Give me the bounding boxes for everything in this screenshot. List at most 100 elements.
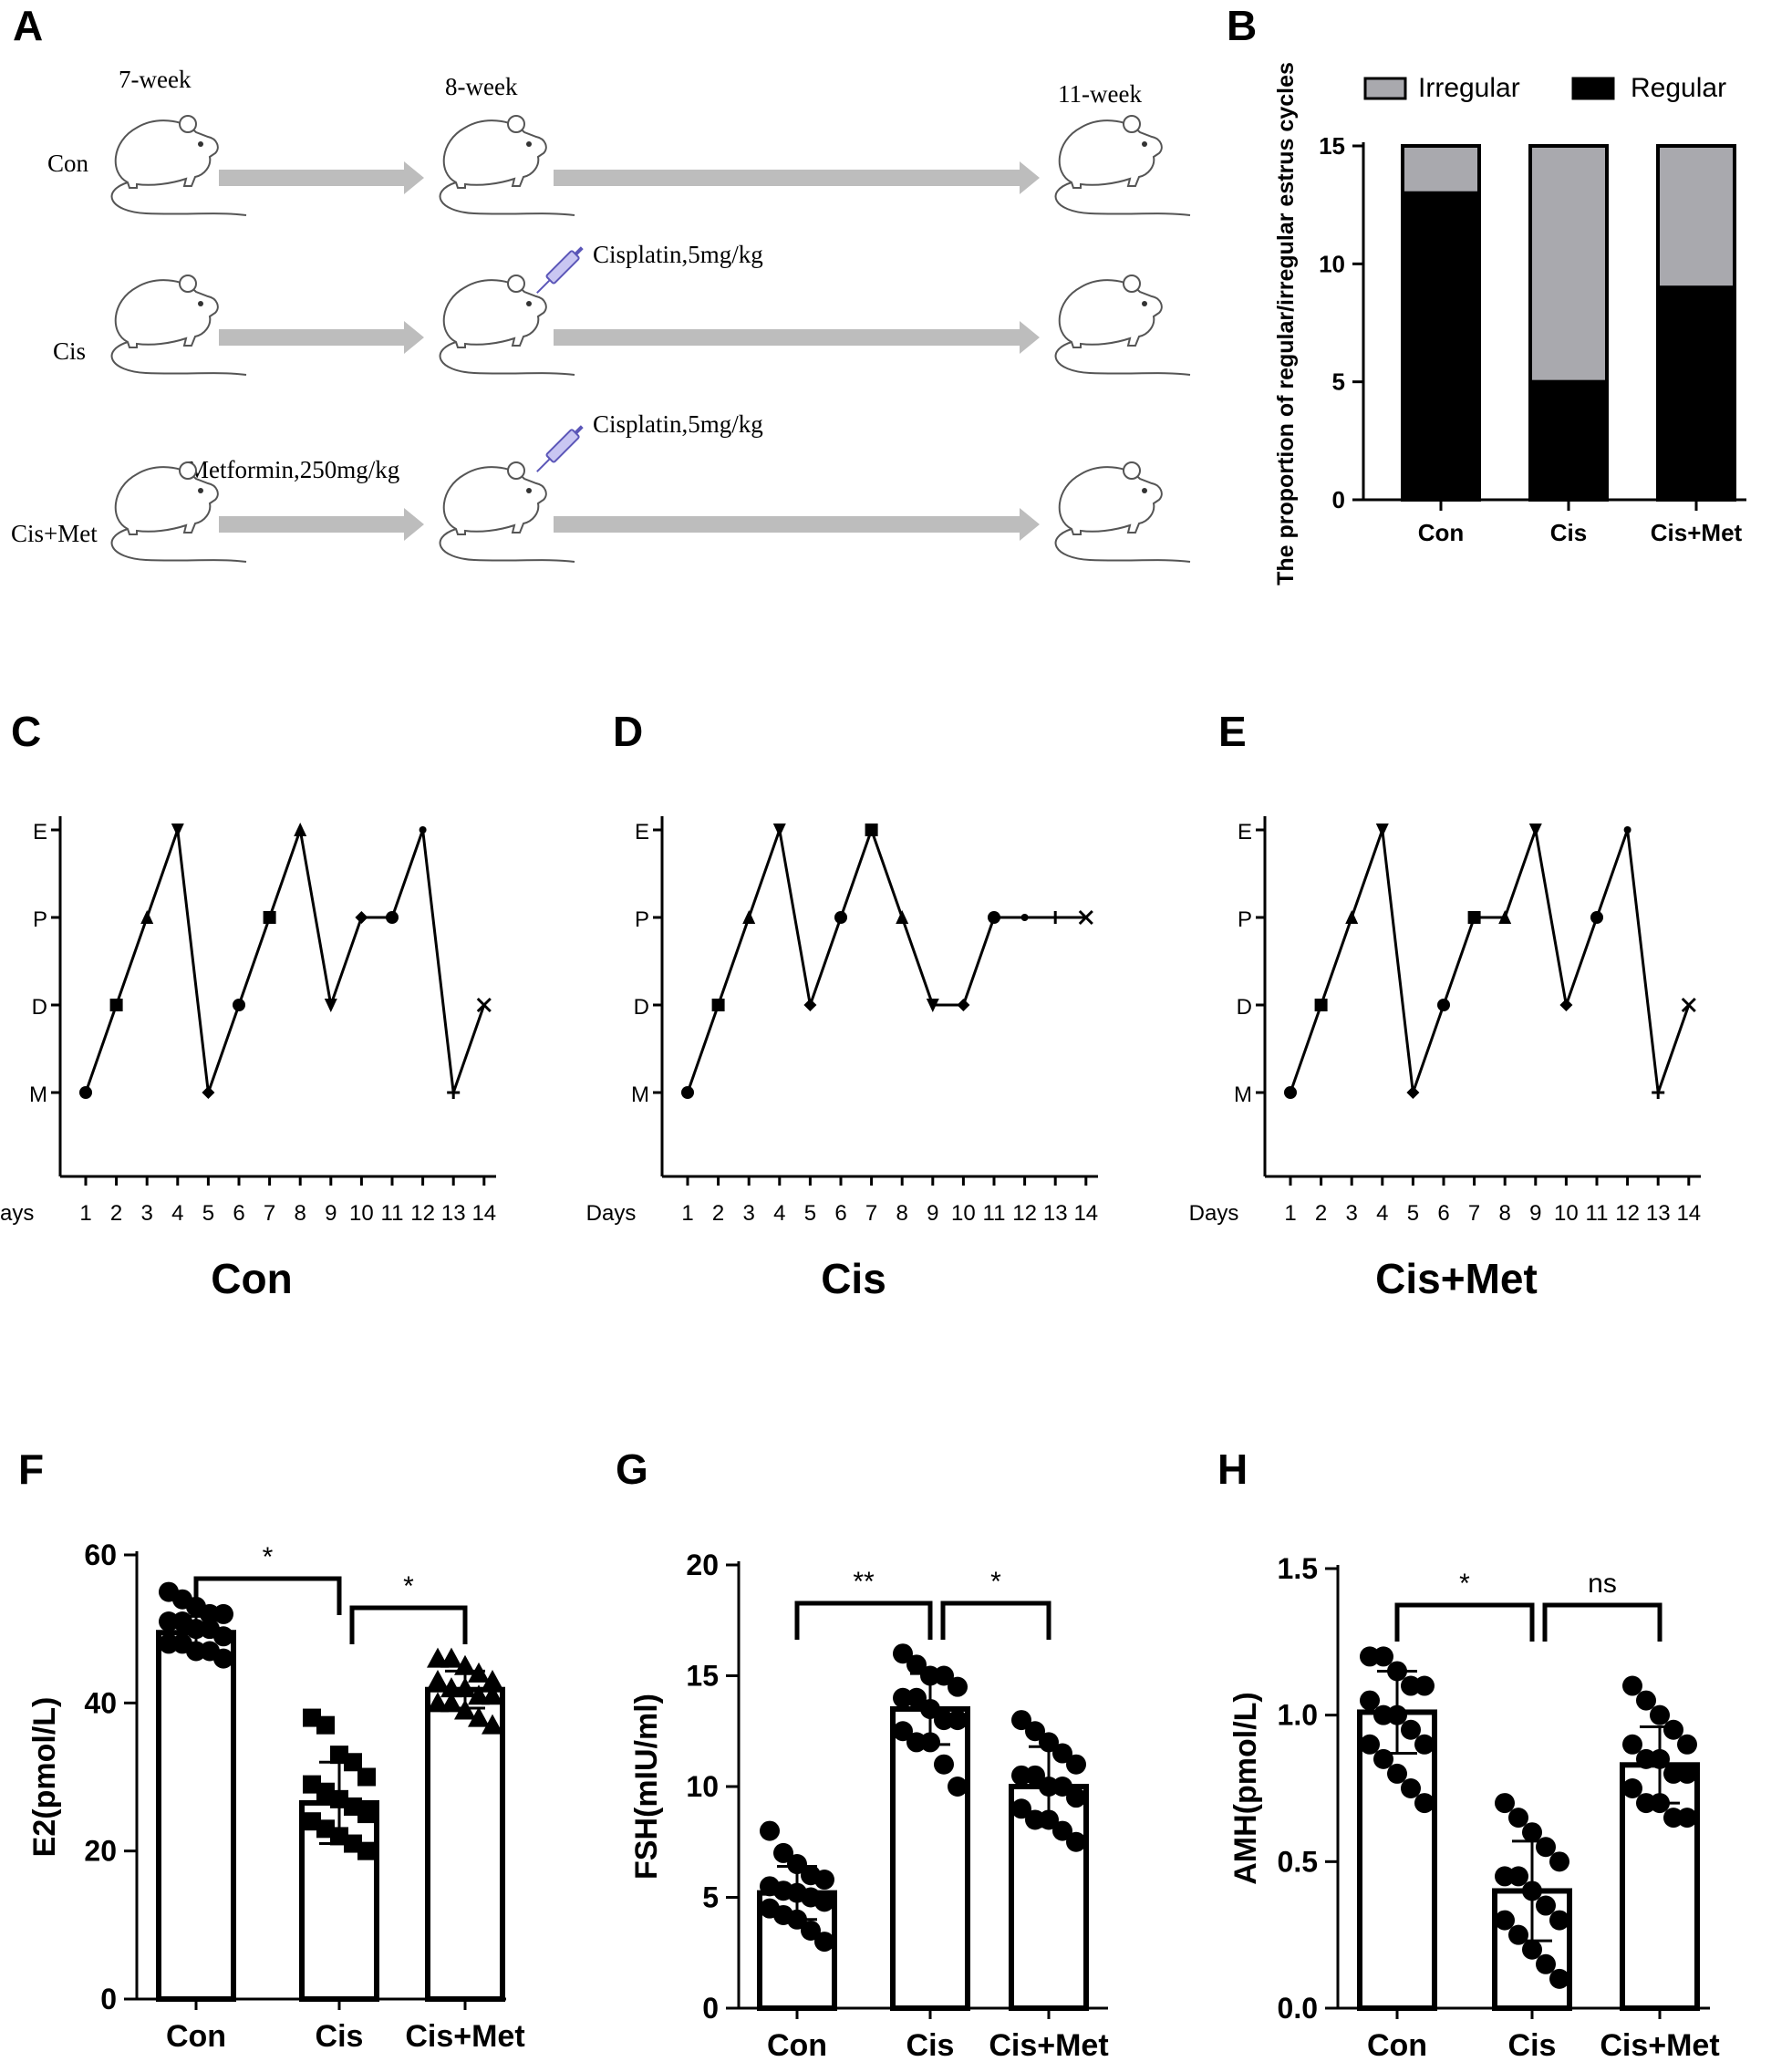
- group-label-con: Con: [47, 150, 89, 177]
- data-point: [440, 1692, 462, 1713]
- y-tick-label: 0: [702, 1992, 719, 2025]
- x-tick-label: 6: [1437, 1201, 1449, 1226]
- week-label-11: 11-week: [1058, 80, 1142, 108]
- data-point: [1360, 1690, 1380, 1711]
- marker-diamond: [957, 999, 970, 1011]
- data-point: [814, 1891, 834, 1912]
- data-point: [1536, 1837, 1556, 1858]
- bar-irregular: [1528, 144, 1609, 384]
- data-point: [482, 1714, 503, 1735]
- data-point: [906, 1687, 927, 1708]
- significance-bracket: [794, 1601, 933, 1640]
- x-tick-label: Cis+Met: [1651, 519, 1743, 546]
- data-point: [1373, 1646, 1393, 1667]
- x-tick-label: Cis+Met: [989, 2028, 1108, 2063]
- x-tick-label: 7: [1468, 1201, 1480, 1226]
- marker-circle: [1437, 999, 1450, 1011]
- data-point: [801, 1920, 821, 1941]
- significance-bracket: [1394, 1602, 1535, 1642]
- x-tick-label: 3: [1346, 1201, 1358, 1226]
- marker-circle: [1590, 911, 1603, 924]
- x-tick-label: 9: [325, 1201, 337, 1226]
- x-tick-label: Con: [1367, 2028, 1427, 2063]
- x-tick-label: 10: [1554, 1201, 1579, 1226]
- timeline-arrow: [554, 508, 1040, 541]
- data-point: [1495, 1793, 1515, 1814]
- data-point: [1677, 1808, 1697, 1829]
- marker-circle: [79, 1086, 92, 1099]
- x-tick-label: Con: [166, 2019, 226, 2054]
- data-point: [1373, 1748, 1393, 1769]
- y-tick-label: 10: [1319, 250, 1345, 277]
- bar-regular: [1401, 191, 1481, 502]
- x-tick-label: 6: [233, 1201, 244, 1226]
- y-tick-label: E: [635, 820, 649, 844]
- chart-title: Con: [211, 1255, 292, 1302]
- data-point: [454, 1677, 476, 1698]
- y-tick-label: P: [1238, 907, 1252, 932]
- marker-triangle-down: [1375, 824, 1389, 837]
- marker-triangle-down: [324, 999, 337, 1012]
- data-point: [920, 1698, 940, 1719]
- legend-label-irregular: Irregular: [1418, 73, 1520, 103]
- data-point: [1011, 1798, 1031, 1819]
- bar: [1357, 1709, 1437, 2012]
- x-tick-label: 5: [1407, 1201, 1419, 1226]
- estrus-line: [84, 824, 486, 1093]
- marker-diamond: [1559, 999, 1573, 1011]
- marker-triangle-down: [171, 824, 184, 837]
- data-point: [440, 1647, 462, 1668]
- significance-label: *: [263, 1542, 274, 1572]
- y-tick-label: P: [33, 907, 47, 932]
- panel-letter-b: B: [1227, 2, 1257, 49]
- marker-square: [1314, 999, 1328, 1011]
- x-tick-label: 1: [1284, 1201, 1296, 1226]
- timeline-arrow: [219, 321, 424, 354]
- data-point: [1636, 1690, 1656, 1711]
- marker-diamond: [202, 1086, 215, 1099]
- y-tick-label: 40: [84, 1686, 117, 1719]
- data-point: [1401, 1719, 1421, 1740]
- marker-square: [711, 999, 725, 1011]
- data-point: [1508, 1924, 1528, 1945]
- x-tick-label: 9: [927, 1201, 938, 1226]
- y-tick-label: 0: [1332, 486, 1345, 513]
- x-tick-label: 14: [471, 1201, 496, 1226]
- marker-circle: [1284, 1086, 1297, 1099]
- y-tick-label: 5: [702, 1881, 719, 1914]
- y-axis-label: E2(pmol/L): [27, 1697, 62, 1858]
- x-tick-label: 11: [983, 1201, 1006, 1226]
- x-tick-label: 13: [1043, 1201, 1068, 1226]
- y-tick-label: E: [33, 820, 47, 844]
- significance-bracket: [193, 1576, 342, 1615]
- data-point: [1039, 1809, 1059, 1830]
- marker-x: [1078, 909, 1093, 926]
- x-tick-label: 9: [1529, 1201, 1541, 1226]
- x-axis-label: Days: [586, 1201, 637, 1226]
- marker-triangle: [1345, 910, 1359, 924]
- data-point: [1622, 1778, 1642, 1798]
- marker-circle: [834, 911, 847, 924]
- significance-label: *: [403, 1571, 414, 1601]
- x-tick-label: 12: [1615, 1201, 1640, 1226]
- x-tick-label: 8: [1499, 1201, 1511, 1226]
- data-point: [316, 1715, 335, 1735]
- data-point: [948, 1777, 968, 1797]
- data-point: [482, 1669, 503, 1690]
- marker-square: [1467, 911, 1481, 924]
- data-point: [454, 1654, 476, 1675]
- y-tick-label: 15: [1319, 132, 1345, 160]
- data-point: [1414, 1793, 1435, 1814]
- marker-triangle-down: [926, 999, 939, 1012]
- timeline-arrow: [554, 161, 1040, 194]
- x-tick-label: Cis+Met: [1600, 2028, 1719, 2063]
- x-tick-label: 8: [896, 1201, 908, 1226]
- data-point: [1401, 1778, 1421, 1798]
- bar: [156, 1630, 236, 2002]
- x-tick-label: Cis+Met: [405, 2019, 524, 2054]
- x-tick-label: 12: [1012, 1201, 1037, 1226]
- x-tick-label: Cis: [316, 2019, 364, 2054]
- marker-plus: [1652, 1086, 1665, 1099]
- data-point: [482, 1684, 503, 1705]
